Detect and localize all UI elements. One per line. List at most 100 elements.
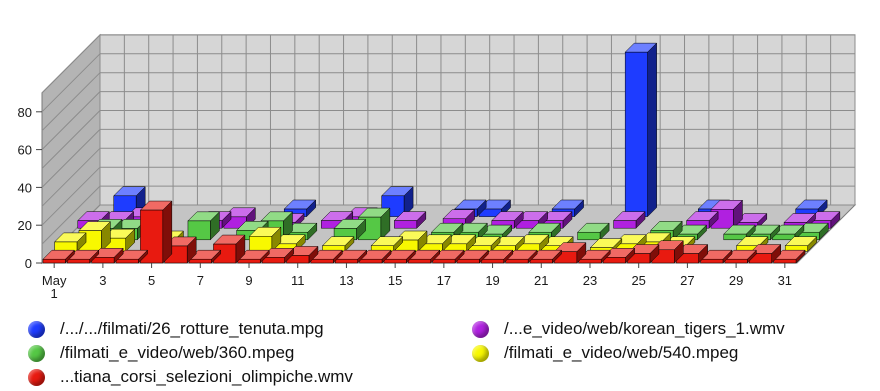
x-tick-label: 15 — [388, 273, 402, 288]
x-tick-label: 3 — [99, 273, 106, 288]
bar-front — [394, 220, 418, 229]
bar — [773, 249, 806, 264]
bar — [443, 234, 477, 253]
bar-front — [261, 257, 285, 264]
gridline-side — [41, 53, 101, 113]
x-tick-label: 23 — [583, 273, 597, 288]
y-tick-label: 40 — [18, 180, 32, 195]
bar — [624, 42, 658, 218]
legend-swatch-icon — [28, 368, 45, 386]
bar — [516, 234, 550, 253]
bar — [261, 247, 295, 264]
bar — [686, 210, 719, 229]
legend-label: /filmati_e_video/web/360.mpeg — [60, 343, 295, 362]
x-axis-ticks: May 1 3 5 7 9 11 13 15 17 19 21 23 25 27 29 31 — [42, 263, 792, 301]
bar-side — [162, 200, 173, 264]
bar — [491, 210, 524, 229]
gridline-side — [41, 129, 101, 188]
x-tick-label: 27 — [680, 273, 694, 288]
legend-swatch-icon — [28, 344, 45, 362]
bar-front — [456, 258, 480, 264]
bar — [66, 249, 100, 264]
bar-front — [237, 258, 261, 264]
legend-item-series-3: /filmati_e_video/web/360.mpeg — [28, 342, 294, 364]
bar — [480, 249, 514, 264]
bar — [699, 249, 733, 264]
bar — [333, 218, 367, 241]
bar-front — [432, 258, 456, 264]
bar — [321, 236, 355, 253]
bar — [285, 245, 319, 264]
bar-front — [481, 258, 505, 264]
gridline-side — [41, 185, 101, 245]
legend-label: /filmati_e_video/web/540.mpeg — [504, 343, 739, 362]
bar — [784, 236, 818, 253]
bar — [188, 249, 222, 264]
bar — [370, 236, 404, 253]
bar-front — [773, 258, 797, 264]
bar — [578, 249, 611, 264]
y-axis-ticks: 0 20 40 60 80 — [18, 105, 42, 271]
bar — [383, 249, 416, 264]
x-tick-label: 21 — [534, 273, 548, 288]
bar-front — [772, 233, 796, 241]
gridline-side — [41, 166, 101, 226]
y-tick-label: 0 — [25, 256, 32, 271]
bar — [602, 247, 636, 264]
gridline-side — [41, 34, 101, 94]
bar — [212, 234, 246, 264]
chart-bars — [42, 42, 841, 264]
gridline-side — [41, 147, 101, 207]
bar — [358, 249, 392, 264]
bar-front — [115, 258, 139, 264]
y-tick-label: 80 — [18, 105, 32, 120]
bar-front — [383, 258, 407, 264]
x-tick-label: 5 — [148, 273, 155, 288]
bar — [529, 249, 563, 264]
bar — [468, 236, 501, 253]
bar-front — [67, 258, 90, 264]
bar — [164, 236, 197, 264]
x-tick-label: 31 — [778, 273, 792, 288]
chart-legend: /.../.../filmati/26_rotture_tenuta.mpg /… — [28, 318, 880, 391]
bar — [393, 210, 427, 229]
bar — [310, 249, 343, 264]
bar-front — [187, 220, 211, 241]
bar — [796, 222, 829, 241]
x-tick-label: 17 — [437, 273, 451, 288]
bar-chart-3d: 0 20 40 60 80 May 1 3 5 7 9 11 13 15 17 19 21 23 25 27 29 31 — [18, 33, 857, 301]
bar-front — [249, 236, 273, 252]
bar-front — [723, 233, 747, 241]
bar-front — [505, 258, 529, 264]
bar-front — [700, 258, 724, 264]
x-tick-label: 29 — [729, 273, 743, 288]
bar-front — [359, 258, 383, 264]
legend-item-series-5: ...tiana_corsi_selezioni_olimpiche.wmv — [28, 366, 353, 388]
bar-front — [408, 258, 431, 264]
x-tick-label: 19 — [485, 273, 499, 288]
legend-swatch-icon — [472, 344, 489, 362]
legend-item-series-1: /.../.../filmati/26_rotture_tenuta.mpg — [28, 318, 324, 340]
legend-item-series-2: /...e_video/web/korean_tigers_1.wmv — [472, 318, 785, 340]
legend-swatch-icon — [472, 320, 489, 338]
bar-front — [310, 258, 334, 264]
bar — [612, 210, 646, 229]
bar — [283, 199, 317, 218]
bar-front — [577, 231, 601, 241]
bar — [53, 232, 87, 253]
bar — [626, 243, 660, 264]
legend-label: /.../.../filmati/26_rotture_tenuta.mpg — [60, 319, 324, 338]
x-tick-label: 25 — [631, 273, 645, 288]
x-tick-label: May 1 — [42, 273, 67, 301]
bar — [553, 242, 587, 264]
bar — [419, 234, 452, 253]
bar-front — [578, 258, 602, 264]
y-tick-label: 20 — [18, 218, 32, 233]
bar — [394, 230, 428, 253]
bar-front — [602, 257, 626, 264]
legend-label: /...e_video/web/korean_tigers_1.wmv — [504, 319, 785, 338]
bar-front — [188, 258, 212, 264]
bar — [675, 243, 709, 264]
x-tick-label: 13 — [339, 273, 353, 288]
x-tick-label: 9 — [245, 273, 252, 288]
